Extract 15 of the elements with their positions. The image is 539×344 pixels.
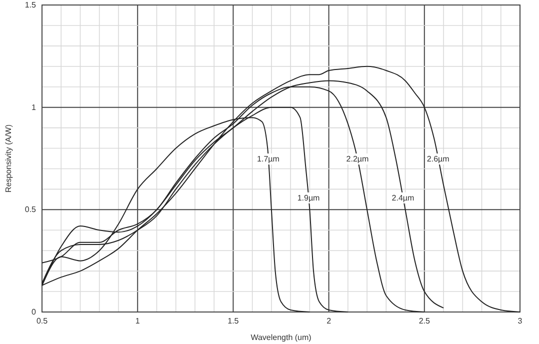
- series-label: 2.4µm: [392, 193, 415, 202]
- x-tick-label: 1.5: [228, 316, 240, 326]
- x-axis-title: Wavelength (um): [250, 333, 312, 342]
- y-tick-label: 1.5: [24, 0, 37, 10]
- y-axis-title: Responsivity (A/W): [4, 124, 13, 193]
- y-tick-label: 0.5: [24, 205, 37, 214]
- x-tick-label: 2: [326, 316, 332, 326]
- x-tick-label: 2.5: [418, 316, 431, 326]
- x-tick-label: 3: [518, 316, 523, 326]
- y-tick-label: 0: [32, 308, 37, 317]
- y-tick-label: 1: [32, 102, 37, 112]
- series-label: 1.9µm: [297, 193, 320, 202]
- series-label: 2.6µm: [426, 154, 450, 164]
- series-label: 1.7µm: [257, 154, 280, 164]
- x-tick-label: 1: [135, 316, 140, 326]
